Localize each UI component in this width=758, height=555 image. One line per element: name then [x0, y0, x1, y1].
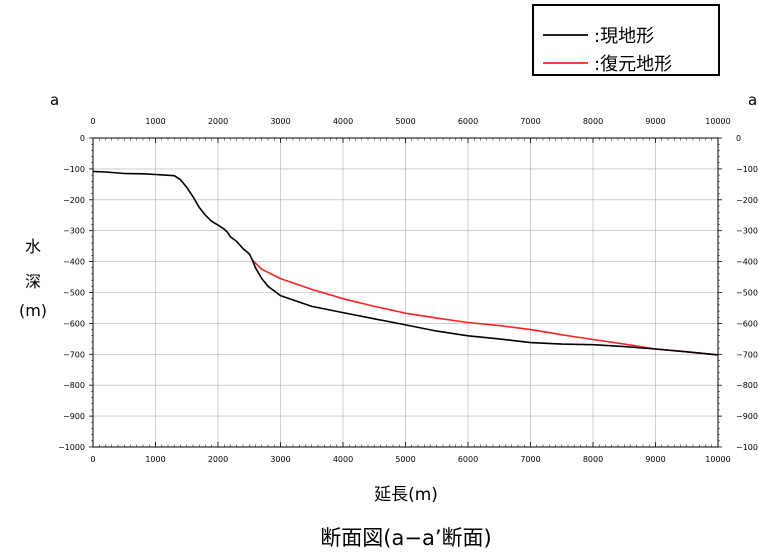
x-tick-label-top: 0 [90, 117, 95, 126]
y-tick-label-right: −800 [736, 381, 758, 390]
y-tick-label-left: −400 [63, 258, 85, 267]
x-tick-label-top: 9000 [645, 117, 665, 126]
x-tick-label-top: 1000 [145, 117, 165, 126]
y-tick-label-left: −200 [63, 196, 85, 205]
y-tick-label-right: −500 [736, 289, 758, 298]
legend-label-current: :現地形 [594, 26, 654, 47]
y-tick-label-left: −500 [63, 289, 85, 298]
y-tick-label-left: −800 [63, 381, 85, 390]
y-tick-label-right: −700 [736, 350, 758, 359]
y-tick-label-right: −1000 [736, 443, 758, 452]
y-tick-label-right: 0 [736, 134, 741, 143]
x-axis-label: 延長(m) [374, 485, 438, 505]
tick-labels: 0010001000200020003000300040004000500050… [58, 117, 758, 464]
y-tick-label-left: −700 [63, 350, 85, 359]
x-tick-label-bottom: 8000 [583, 455, 603, 464]
x-tick-label-top: 4000 [333, 117, 353, 126]
x-tick-label-bottom: 2000 [208, 455, 228, 464]
y-tick-label-left: −300 [63, 227, 85, 236]
x-tick-label-bottom: 0 [90, 455, 95, 464]
section-label-left: a [50, 91, 59, 109]
chart-title: 断面図(a−a’断面) [320, 526, 491, 550]
x-tick-label-top: 7000 [520, 117, 540, 126]
y-tick-label-left: −900 [63, 412, 85, 421]
y-axis-label-2: 深 [25, 272, 41, 291]
y-tick-label-left: −100 [63, 165, 85, 174]
x-tick-label-top: 2000 [208, 117, 228, 126]
x-tick-label-bottom: 7000 [520, 455, 540, 464]
section-label-right: a [748, 91, 757, 109]
x-tick-label-top: 10000 [705, 117, 730, 126]
y-tick-label-right: −300 [736, 227, 758, 236]
y-tick-label-left: −600 [63, 319, 85, 328]
legend-label-restored: :復元地形 [594, 54, 672, 75]
series-lines [92, 170, 719, 356]
y-tick-label-right: −900 [736, 412, 758, 421]
y-tick-label-right: −400 [736, 258, 758, 267]
series-restored-terrain [251, 259, 719, 356]
y-tick-label-left: −1000 [58, 443, 85, 452]
legend: :現地形 :復元地形 [532, 4, 720, 76]
grid [92, 137, 719, 448]
y-tick-label-right: −100 [736, 165, 758, 174]
x-tick-label-bottom: 5000 [395, 455, 415, 464]
y-axis-label-1: 水 [25, 237, 41, 256]
x-tick-label-bottom: 4000 [333, 455, 353, 464]
x-tick-label-top: 6000 [458, 117, 478, 126]
series-current-terrain [92, 170, 719, 356]
x-tick-label-bottom: 1000 [145, 455, 165, 464]
plot-frame [92, 137, 719, 448]
x-tick-label-top: 3000 [270, 117, 290, 126]
x-tick-label-top: 8000 [583, 117, 603, 126]
y-axis-label-3: (m) [19, 301, 47, 320]
x-tick-label-top: 5000 [395, 117, 415, 126]
x-tick-label-bottom: 3000 [270, 455, 290, 464]
x-tick-label-bottom: 6000 [458, 455, 478, 464]
y-tick-label-left: 0 [80, 134, 85, 143]
x-tick-label-bottom: 10000 [705, 455, 730, 464]
y-tick-label-right: −600 [736, 319, 758, 328]
y-tick-label-right: −200 [736, 196, 758, 205]
x-tick-label-bottom: 9000 [645, 455, 665, 464]
